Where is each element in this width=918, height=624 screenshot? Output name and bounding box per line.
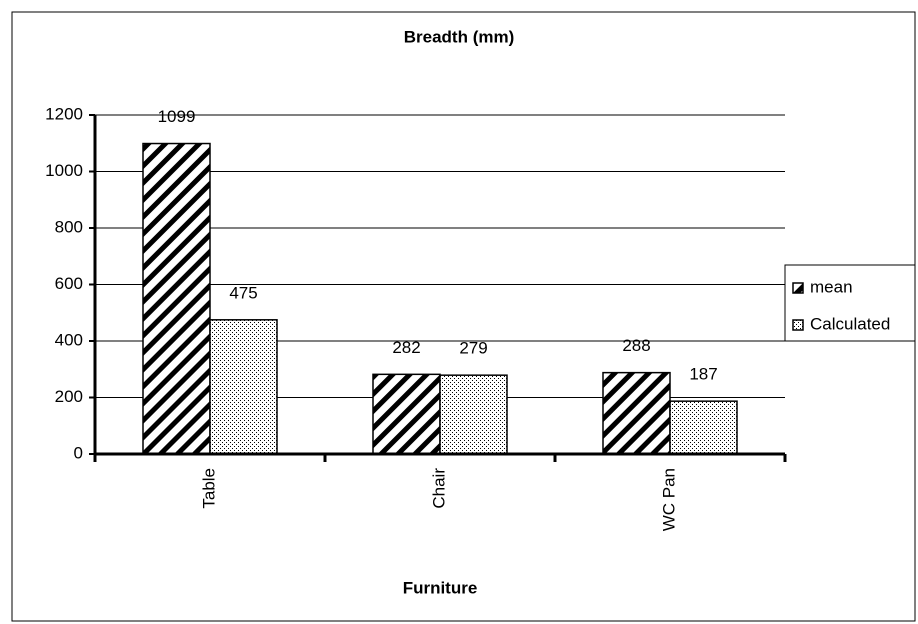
x-tick-label: WC Pan [659,468,678,531]
y-tick-label: 0 [74,443,83,462]
data-label: 475 [229,283,257,302]
y-tick-label: 1000 [45,161,83,180]
x-axis-title: Furniture [403,578,478,597]
bar [439,374,508,455]
bar [142,142,211,455]
y-tick-label: 200 [55,387,83,406]
data-label: 282 [392,338,420,357]
y-tick-label: 400 [55,330,83,349]
data-label: 187 [689,365,717,384]
legend-box [784,264,916,342]
legend-swatch [792,319,804,331]
legend-swatch [792,282,804,294]
bar [669,400,738,455]
data-label: 1099 [158,107,196,126]
bar [602,371,671,455]
chart-title: Breadth (mm) [404,27,515,46]
x-tick-label: Table [199,468,218,509]
x-tick-label: Chair [429,468,448,509]
data-label: 279 [459,339,487,358]
y-tick-label: 1200 [45,104,83,123]
data-label: 288 [622,336,650,355]
y-tick-label: 800 [55,217,83,236]
bar [209,319,278,455]
bar [372,373,441,455]
legend-label: Calculated [810,314,890,333]
legend-label: mean [810,277,853,296]
y-tick-label: 600 [55,274,83,293]
